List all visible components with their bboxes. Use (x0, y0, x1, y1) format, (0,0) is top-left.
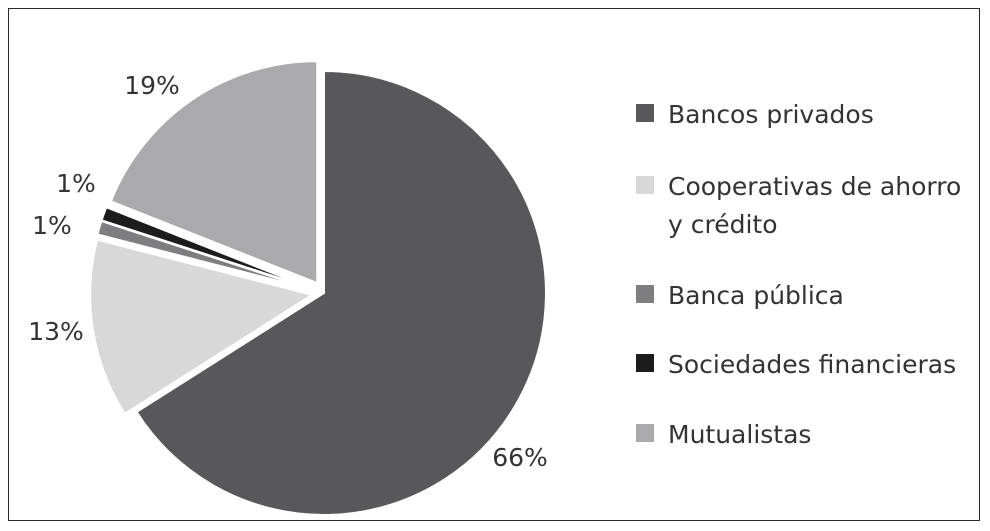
legend-swatch (636, 354, 654, 372)
legend-label: Sociedades financieras (668, 350, 957, 379)
slice-data-label: 13% (28, 317, 84, 346)
legend: Bancos privados Cooperativas de ahorro y … (636, 0, 976, 531)
pie-slice-sociedades-financieras (100, 205, 314, 290)
slice-data-label: 1% (56, 169, 96, 198)
legend-item-cooperativas: Cooperativas de ahorro y crédito (636, 168, 978, 244)
legend-item-sociedades-financieras: Sociedades financieras (636, 346, 978, 384)
legend-label: Cooperativas de ahorro y crédito (668, 172, 962, 239)
legend-swatch (636, 424, 654, 442)
legend-swatch (636, 285, 654, 303)
legend-label: Banca pública (668, 281, 844, 310)
legend-swatch (636, 176, 654, 194)
slice-data-label: 66% (492, 443, 548, 472)
pie-slice-mutualistas (109, 60, 319, 285)
legend-label: Mutualistas (668, 420, 812, 449)
legend-item-bancos-privados: Bancos privados (636, 96, 978, 134)
slice-data-label: 1% (32, 211, 72, 240)
legend-item-banca-publica: Banca pública (636, 277, 978, 315)
legend-swatch (636, 104, 654, 122)
pie-slice-bancos-privados (135, 69, 547, 516)
pie-slice-cooperativas-de-ahorro-y-cr-dito (89, 238, 315, 416)
slice-data-label: 19% (124, 71, 180, 100)
legend-label: Bancos privados (668, 100, 874, 129)
legend-item-mutualistas: Mutualistas (636, 416, 978, 454)
